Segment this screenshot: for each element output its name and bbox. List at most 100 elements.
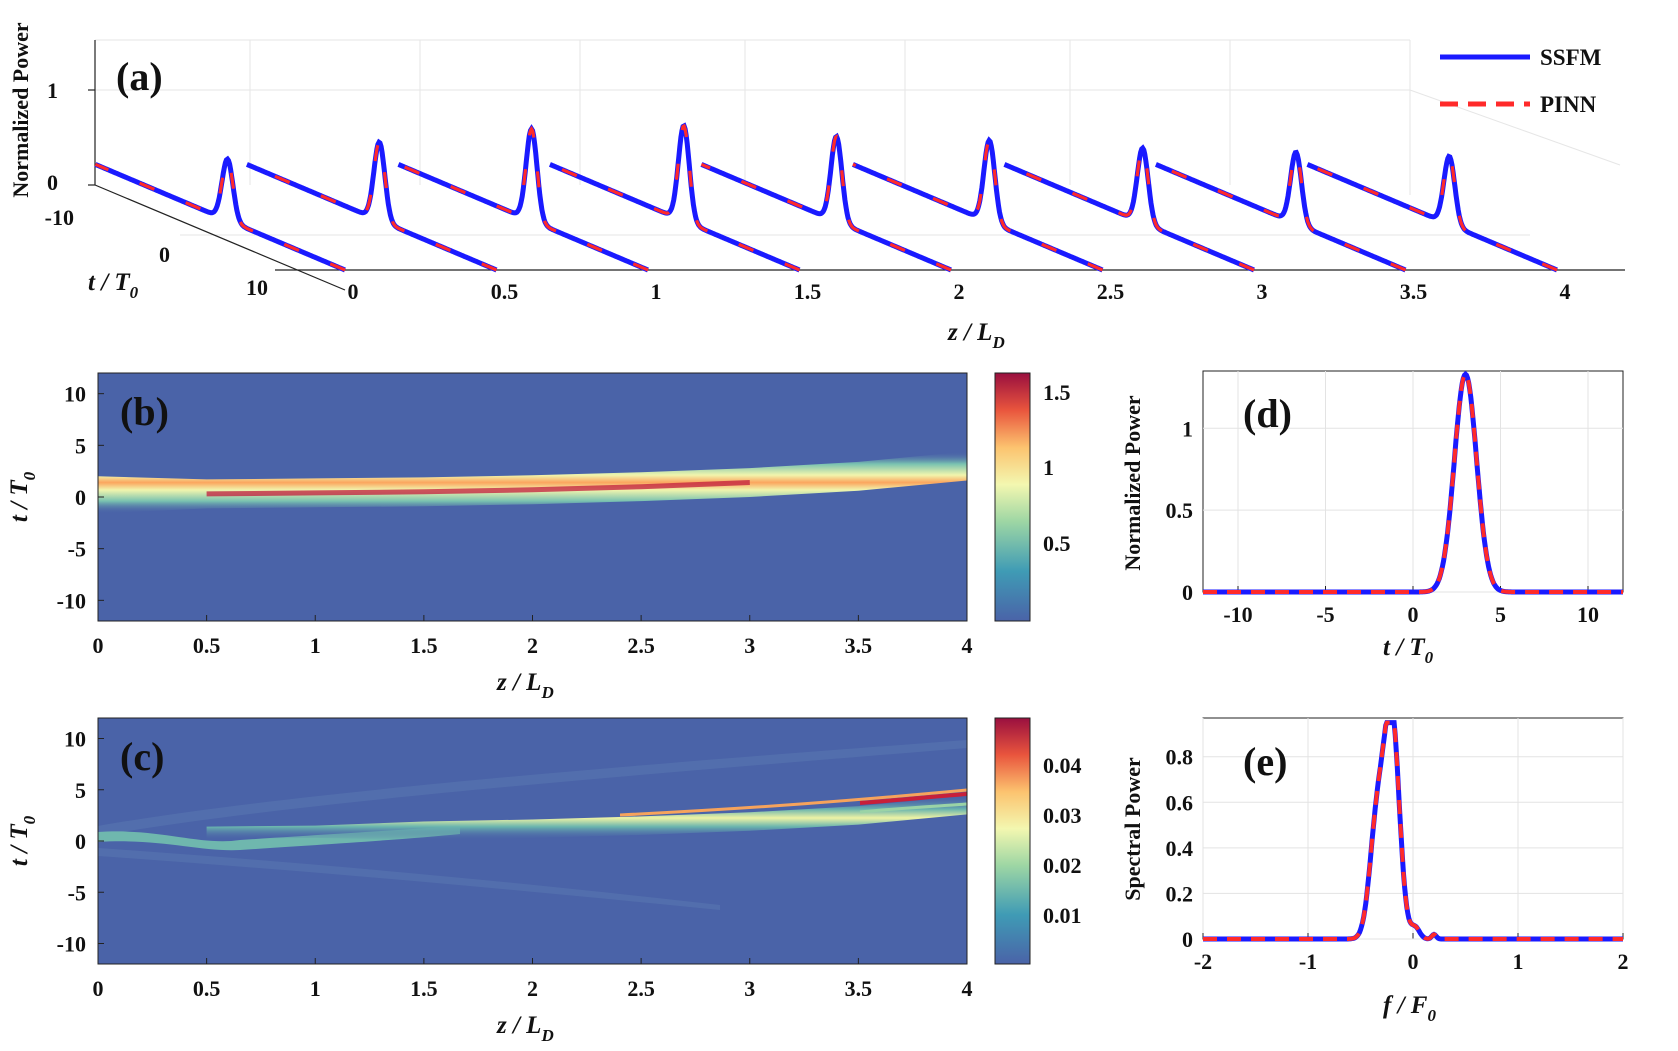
colorbar-c-tick-0.02: 0.02	[1043, 853, 1082, 878]
heatmap-b-pulse-band	[98, 451, 967, 514]
ytick-label-0: 0	[75, 485, 86, 510]
xtick-label-3: 3	[744, 633, 755, 658]
panel-label-a: (a)	[116, 54, 163, 99]
panel-d: -10 -5 0 5 10 0 0.5 1 (d) t / T0 Normalized Pow…	[1120, 370, 1624, 667]
ribbon-pinn-z2	[700, 134, 952, 272]
xtick-label-1: 1	[310, 976, 321, 1001]
panel-d-xlabel: t / T0	[1383, 634, 1434, 667]
ribbon-ssfm-z0	[94, 155, 346, 273]
t-tick-0: 0	[159, 242, 170, 267]
heatmap-c-ticks: 0 0.5 1 1.5 2 2.5 3 3.5 4 -10 -5 0 5 10	[57, 727, 973, 1002]
xtick-label--10: -10	[1223, 602, 1252, 627]
ytick-label-0: 0	[1182, 927, 1193, 952]
panel-label-b: (b)	[120, 389, 169, 434]
ytick-label-10: 10	[64, 382, 86, 407]
ytick-label--5: -5	[68, 537, 86, 562]
heatmap-b-peak-ridge	[206, 480, 750, 497]
ribbon-ssfm-z0.5	[245, 138, 498, 273]
z-tick-1.5: 1.5	[794, 279, 822, 304]
xtick-label-3: 3	[744, 976, 755, 1001]
panel-c-xlabel: z / LD	[496, 1012, 554, 1045]
panel-c: 0 0.5 1 1.5 2 2.5 3 3.5 4 -10 -5 0 5 10 0.04 0.03 0.0…	[6, 717, 1082, 1045]
xtick-label--1: -1	[1299, 949, 1317, 974]
ytick-label-0.2: 0.2	[1166, 881, 1194, 906]
panel-label-d: (d)	[1243, 391, 1292, 436]
ribbon-pinn-z3	[1003, 145, 1255, 272]
t-tick-neg10: -10	[45, 205, 74, 230]
panel-b-ylabel: t / T0	[6, 471, 39, 522]
panel-label-e: (e)	[1243, 739, 1287, 784]
xtick-label-3.5: 3.5	[845, 976, 873, 1001]
z-tick-2.5: 2.5	[1097, 279, 1125, 304]
power-tick-1: 1	[47, 78, 58, 103]
heatmap-c-error-secondary	[859, 802, 967, 814]
xtick-label-0: 0	[1408, 949, 1419, 974]
xtick-label-0: 0	[1408, 602, 1419, 627]
ribbon-pinn-z0.5	[246, 139, 498, 272]
panel-e: -2 -1 0 1 2 0 0.2 0.4 0.6 0.8 (e) f / F0 Spectral…	[1120, 717, 1629, 1025]
panel-label-c: (c)	[120, 734, 164, 779]
xtick-label-1.5: 1.5	[410, 633, 438, 658]
panel-a-tlabel: t / T0	[88, 269, 139, 302]
panel-a-ribbons	[94, 122, 1558, 273]
colorbar-c	[994, 717, 1031, 965]
ytick-label-0.6: 0.6	[1166, 790, 1194, 815]
xtick-label-1.5: 1.5	[410, 976, 438, 1001]
xtick-label-2: 2	[527, 976, 538, 1001]
colorbar-b-tick-0.5: 0.5	[1043, 531, 1071, 556]
ytick-label-0.4: 0.4	[1166, 836, 1194, 861]
t-tick-10: 10	[246, 275, 268, 300]
panel-d-pinn-line	[1203, 371, 1623, 594]
z-tick-4: 4	[1560, 279, 1571, 304]
z-tick-3.5: 3.5	[1400, 279, 1428, 304]
ribbon-ssfm-z1.5	[548, 122, 801, 273]
xtick-label-0: 0	[93, 976, 104, 1001]
ytick-label-10: 10	[64, 727, 86, 752]
xtick-label-2.5: 2.5	[627, 976, 655, 1001]
ytick-label--10: -10	[57, 588, 86, 613]
colorbar-c-tick-0.01: 0.01	[1043, 903, 1082, 928]
xtick-label-0.5: 0.5	[193, 976, 221, 1001]
xtick-label-5: 5	[1495, 602, 1506, 627]
colorbar-c-tick-0.04: 0.04	[1043, 753, 1082, 778]
ytick-label--10: -10	[57, 932, 86, 957]
panel-a-zaxis-label: z / LD	[947, 319, 1005, 352]
heatmap-c-faint-lower	[98, 848, 720, 910]
panel-b: 0 0.5 1 1.5 2 2.5 3 3.5 4 -10 -5 0 5 10 1.5 1 0.5 (b)…	[6, 372, 1071, 702]
xtick-label-4: 4	[962, 633, 973, 658]
xtick-label-2.5: 2.5	[627, 633, 655, 658]
ribbon-ssfm-z1	[397, 124, 649, 273]
panel-a-grid	[94, 39, 1621, 236]
panel-e-grid: -2 -1 0 1 2 0 0.2 0.4 0.6 0.8	[1166, 718, 1629, 974]
z-tick-0: 0	[348, 279, 359, 304]
z-tick-2: 2	[954, 279, 965, 304]
ytick-label--5: -5	[68, 880, 86, 905]
heatmap-c-error-band	[206, 795, 967, 840]
panel-a-zlabel: Normalized Power	[8, 22, 33, 198]
legend-ssfm-label: SSFM	[1540, 45, 1602, 70]
ytick-label-0: 0	[1182, 580, 1193, 605]
xtick-label-10: 10	[1577, 602, 1599, 627]
legend: SSFM PINN	[1440, 45, 1602, 117]
xtick-label-0.5: 0.5	[193, 633, 221, 658]
legend-pinn-label: PINN	[1540, 92, 1597, 117]
xtick-label--2: -2	[1194, 949, 1212, 974]
ribbon-pinn-z2.5	[852, 137, 1104, 272]
colorbar-b	[994, 372, 1031, 622]
ribbon-ssfm-z4	[1306, 153, 1558, 273]
z-tick-3: 3	[1257, 279, 1268, 304]
ribbon-ssfm-z3.5	[1154, 149, 1407, 273]
ytick-label-0.8: 0.8	[1166, 745, 1194, 770]
z-tick-0.5: 0.5	[491, 279, 519, 304]
xtick-label-4: 4	[962, 976, 973, 1001]
z-tick-1: 1	[651, 279, 662, 304]
xtick-label-0: 0	[93, 633, 104, 658]
ytick-label-0.5: 0.5	[1166, 498, 1194, 523]
panel-a: 1 0 -10 0 10 Normalized Power t / T0 z /…	[8, 22, 1625, 352]
xtick-label-1: 1	[1513, 949, 1524, 974]
ytick-label-1: 1	[1182, 416, 1193, 441]
ytick-label-0: 0	[75, 829, 86, 854]
panel-c-ylabel: t / T0	[6, 815, 39, 866]
z-tick-labels: 0 0.5 1 1.5 2 2.5 3 3.5 4	[348, 279, 1571, 304]
